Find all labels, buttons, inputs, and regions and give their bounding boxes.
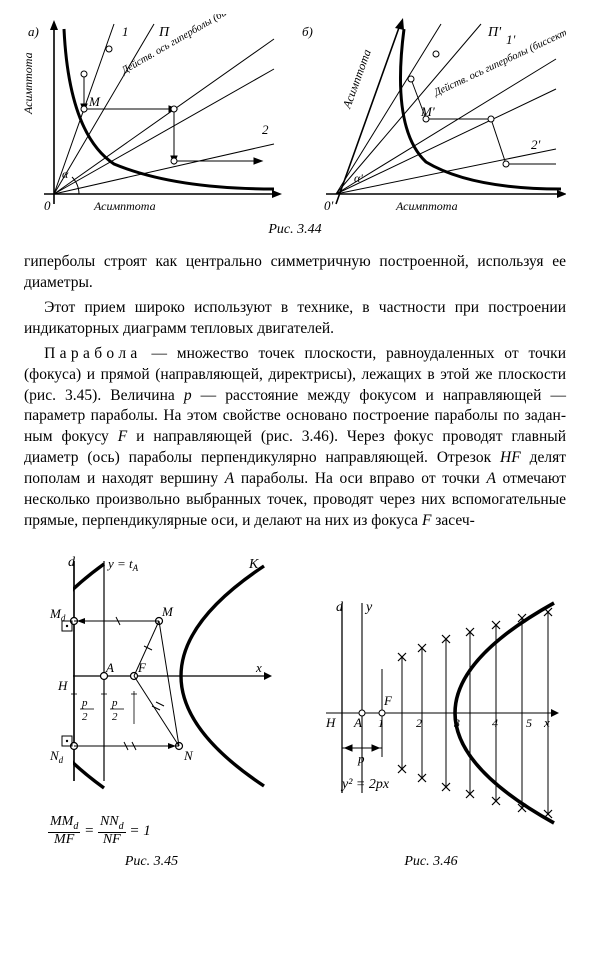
fig344a-yaxis: Асимптота [24,52,35,115]
fig344a-top: П [158,25,170,40]
fig345-F: F [137,660,147,675]
para-2: Этот прием широко используют в технике, … [24,298,566,340]
fig346-eq: y² = 2px [340,777,390,792]
fig345-eq2: = 1 [129,823,150,839]
fig346-xt5: 5 [526,716,532,730]
fig346-xt3: 3 [453,716,460,730]
fig346-xt1: 1 [378,716,384,730]
fig344b-top: П' [487,25,502,40]
fig345-K: К [248,557,259,572]
fig345-N: N [183,748,194,763]
fig344a-ray1: 1 [122,24,129,39]
para-3-lead: Парабола [44,345,141,362]
fig344a-M: М [88,94,101,109]
fig344b-angle: α' [354,171,363,185]
para-3-F: F [118,428,127,445]
para-3-A2: A [486,470,495,487]
figure-3-44-panel-a: а) П Асимптота Асимптота Действ. ось гип… [24,14,284,214]
fig345-M: M [161,604,174,619]
svg-text:p: p [81,697,88,709]
fig344a-xaxis: Асимптота [93,199,156,213]
fig344b-M: М' [420,104,435,119]
fig344a-O: 0 [44,198,51,213]
para-3-p: p [184,387,192,404]
fig344a-bis: Действ. ось гиперболы (биссектриса угла … [119,14,284,77]
figure-3-46: d y H A F 1 2 3 4 5 x p y² = 2px Рис. 3.… [296,583,566,870]
fig346-x: x [543,715,550,730]
fig344b-ray1: 1' [506,32,516,47]
fig345-x: x [255,660,262,675]
para-3-e: пара­болы. На оси вправо от точки [234,470,486,487]
para-1: гиперболы строят как центрально симметри… [24,252,566,294]
fig346-F: F [383,693,393,708]
fig346-xt4: 4 [492,716,498,730]
fig346-p: p [357,751,365,766]
figure-3-46-caption: Рис. 3.46 [296,854,566,870]
fig346-y: y [364,600,373,615]
para-3: Парабола — множество точек плоскости, ра… [24,344,566,532]
fig345-eq1: = [84,823,98,839]
fig346-xt2: 2 [416,716,422,730]
fig344b-xaxis: Асимптота [395,199,458,213]
fig344a-ray2: 2 [262,122,269,137]
svg-text:2: 2 [112,711,118,723]
svg-text:y = tA: y = tA [106,556,139,573]
fig344b-yaxis: Асимптота [339,47,374,111]
fig344a-angle: α [62,167,69,181]
figure-3-44-panel-b: б) П' Асимптота Асимптота Действ. ось ги… [296,14,566,214]
fig344b-ray2: 2' [531,137,541,152]
fig345-H: H [57,678,68,693]
para-3-F2: F [422,512,431,529]
fig345-d: d [68,555,76,570]
svg-text:2: 2 [82,711,88,723]
fig344a-tag: а) [28,24,39,39]
fig344b-O: 0' [324,198,334,213]
para-3-g: засеч- [431,512,474,529]
figure-3-44: а) П Асимптота Асимптота Действ. ось гип… [24,14,566,214]
fig345-A: A [105,660,114,675]
fig344b-tag: б) [302,24,313,39]
fig345-equation: MMd MF = NNd NF = 1 [48,815,279,848]
figure-3-45-caption: Рис. 3.45 [24,854,279,870]
para-3-A: A [225,470,234,487]
fig346-A: A [353,715,362,730]
document-page: а) П Асимптота Асимптота Действ. ось гип… [0,0,590,953]
figure-row-2: p 2 p 2 d y = tA К Md M Nd [24,546,566,870]
para-3-HF: HF [500,449,521,466]
fig346-d: d [336,600,344,615]
body-text: гиперболы строят как центрально симметри… [24,252,566,532]
fig346-H: H [325,715,336,730]
figure-3-45: p 2 p 2 d y = tA К Md M Nd [24,546,279,870]
figure-3-44-caption: Рис. 3.44 [24,222,566,238]
svg-text:p: p [111,697,118,709]
